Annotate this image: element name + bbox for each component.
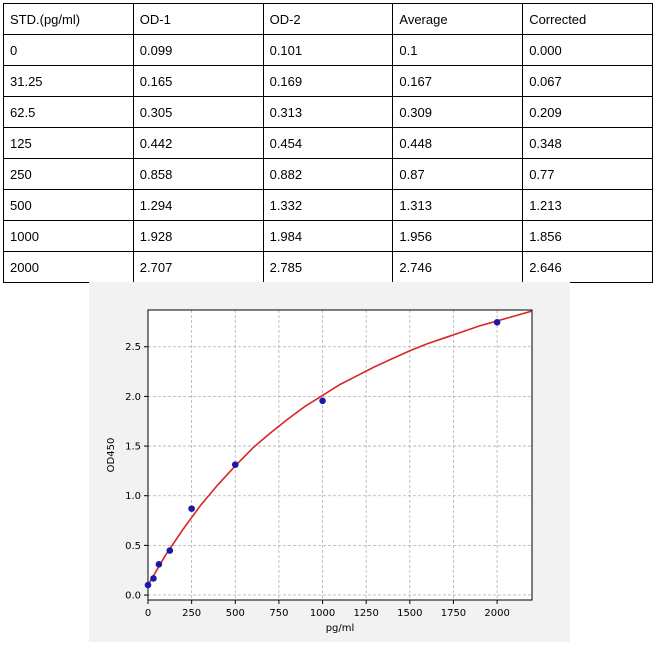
table-cell: 2.785 (262, 251, 394, 283)
data-point (188, 505, 195, 512)
table-header-row: STD.(pg/ml) OD-1 OD-2 Average Corrected (3, 3, 653, 35)
x-tick-label: 1500 (397, 608, 422, 619)
table-cell: 1.213 (522, 189, 653, 221)
table-cell: 1.856 (522, 220, 653, 252)
plot-background (148, 310, 532, 600)
table-cell: 0.000 (522, 34, 653, 66)
y-tick-label: 2.5 (125, 342, 141, 353)
x-axis-label: pg/ml (326, 623, 355, 634)
table-cell: 1.294 (132, 189, 264, 221)
x-tick-label: 1750 (441, 608, 466, 619)
table-row: 0 0.099 0.101 0.1 0.000 (3, 34, 653, 66)
table-cell: 1.928 (132, 220, 264, 252)
table-cell: 250 (3, 158, 134, 190)
table-header-cell: Average (392, 3, 524, 35)
table-cell: 0.309 (392, 96, 524, 128)
table-row: 250 0.858 0.882 0.87 0.77 (3, 158, 653, 190)
table-cell: 62.5 (3, 96, 134, 128)
table-cell: 0.099 (132, 34, 264, 66)
table-row: 1000 1.928 1.984 1.956 1.856 (3, 220, 653, 252)
data-point (493, 319, 501, 326)
table-cell: 2.646 (522, 251, 653, 283)
table-cell: 0.442 (132, 127, 264, 159)
x-tick-label: 500 (226, 608, 245, 619)
table-cell: 0.348 (522, 127, 653, 159)
y-tick-label: 0.5 (125, 541, 141, 552)
x-tick-label: 1250 (353, 608, 378, 619)
data-point (150, 575, 157, 582)
table-cell: 1.313 (392, 189, 524, 221)
table-cell: 0.313 (262, 96, 394, 128)
table-header-cell: Corrected (522, 3, 653, 35)
x-tick-label: 2000 (484, 608, 509, 619)
table-cell: 0.448 (392, 127, 524, 159)
data-point (155, 561, 163, 568)
table-header-cell: OD-1 (132, 3, 264, 35)
table-row: 2000 2.707 2.785 2.746 2.646 (3, 251, 653, 283)
plot-frame (147, 309, 533, 601)
table-header-cell: OD-2 (262, 3, 394, 35)
table-cell: 0.167 (392, 65, 524, 97)
y-tick-label: 1.0 (125, 491, 141, 502)
table-cell: 125 (3, 127, 134, 159)
table-header-cell: STD.(pg/ml) (3, 3, 134, 35)
table-cell: 1.332 (262, 189, 394, 221)
table-cell: 2.746 (392, 251, 524, 283)
table-cell: 0.858 (132, 158, 264, 190)
table-cell: 0.77 (522, 158, 653, 190)
table-cell: 1.956 (392, 220, 524, 252)
y-tick-label: 2.0 (125, 392, 141, 403)
chart-svg: 0 250 500 750 1000 1250 1500 1750 2000 0.0 0.5 1.0 1… (89, 282, 570, 642)
table-cell: 0.1 (392, 34, 524, 66)
table-cell: 0.067 (522, 65, 653, 97)
standard-table: STD.(pg/ml) OD-1 OD-2 Average Corrected … (3, 3, 653, 283)
table-row: 125 0.442 0.454 0.448 0.348 (3, 127, 653, 159)
table-cell: 0 (3, 34, 134, 66)
table-row: 31.25 0.165 0.169 0.167 0.067 (3, 65, 653, 97)
table-cell: 0.169 (262, 65, 394, 97)
data-point (231, 461, 239, 468)
x-tick-label: 250 (182, 608, 201, 619)
table-cell: 0.101 (262, 34, 394, 66)
x-tick-label: 750 (269, 608, 288, 619)
y-tick-label: 1.5 (125, 442, 141, 453)
standard-curve-chart: 0 250 500 750 1000 1250 1500 1750 2000 0.0 0.5 1.0 1… (89, 282, 570, 642)
table-cell: 0.209 (522, 96, 653, 128)
table-cell: 0.305 (132, 96, 264, 128)
table-row: 500 1.294 1.332 1.313 1.213 (3, 189, 653, 221)
table-cell: 0.882 (262, 158, 394, 190)
table-row: 62.5 0.305 0.313 0.309 0.209 (3, 96, 653, 128)
y-axis-label: OD450 (106, 438, 117, 473)
table-cell: 1000 (3, 220, 134, 252)
y-tick-label: 0.0 (125, 591, 141, 602)
table-cell: 0.454 (262, 127, 394, 159)
table-cell: 0.165 (132, 65, 264, 97)
x-tick-label: 1000 (310, 608, 335, 619)
data-point (144, 581, 152, 589)
data-point (319, 397, 326, 405)
table-cell: 0.87 (392, 158, 524, 190)
fit-curve-line (148, 310, 532, 586)
table-cell: 2000 (3, 251, 134, 283)
table-cell: 1.984 (262, 220, 394, 252)
data-point (166, 547, 174, 554)
table-cell: 31.25 (3, 65, 134, 97)
x-tick-label: 0 (145, 608, 151, 619)
table-cell: 500 (3, 189, 134, 221)
table-cell: 2.707 (132, 251, 264, 283)
